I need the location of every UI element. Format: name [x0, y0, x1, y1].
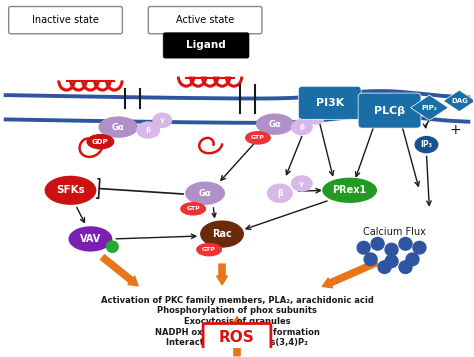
Circle shape — [371, 237, 384, 250]
Text: ROS: ROS — [219, 330, 255, 345]
Text: Phosphorylation of phox subunits: Phosphorylation of phox subunits — [157, 306, 317, 315]
Ellipse shape — [245, 131, 271, 145]
Polygon shape — [443, 90, 474, 111]
Circle shape — [399, 261, 412, 273]
Ellipse shape — [180, 202, 206, 216]
Ellipse shape — [152, 112, 172, 128]
FancyBboxPatch shape — [298, 86, 361, 119]
FancyBboxPatch shape — [203, 323, 271, 351]
Ellipse shape — [69, 226, 112, 252]
Circle shape — [385, 255, 398, 268]
FancyBboxPatch shape — [358, 93, 421, 128]
Text: Activation of PKC family members, PLA₂, arachidonic acid: Activation of PKC family members, PLA₂, … — [100, 296, 374, 305]
Text: Active state: Active state — [176, 15, 234, 25]
Text: IP₃: IP₃ — [420, 140, 432, 149]
Text: NADPH oxidase complex formation: NADPH oxidase complex formation — [155, 328, 319, 337]
Text: PI3K: PI3K — [316, 98, 344, 108]
Circle shape — [378, 261, 391, 273]
Circle shape — [406, 253, 419, 266]
Text: +: + — [449, 123, 461, 137]
Text: Gα: Gα — [112, 122, 125, 132]
FancyBboxPatch shape — [148, 6, 262, 34]
Ellipse shape — [256, 114, 294, 135]
Circle shape — [364, 253, 377, 266]
Text: β: β — [146, 127, 151, 133]
Ellipse shape — [106, 240, 119, 253]
Circle shape — [413, 241, 426, 254]
Ellipse shape — [86, 134, 114, 150]
Ellipse shape — [306, 110, 325, 125]
Text: Gα: Gα — [199, 189, 211, 198]
Polygon shape — [410, 95, 448, 120]
Circle shape — [399, 237, 412, 250]
Ellipse shape — [267, 183, 293, 203]
Text: GTP: GTP — [202, 247, 216, 252]
Text: γ: γ — [160, 117, 164, 123]
Text: PRex1: PRex1 — [333, 185, 367, 195]
Circle shape — [385, 243, 398, 256]
Text: GDP: GDP — [92, 139, 109, 145]
Text: VAV: VAV — [80, 234, 101, 244]
Text: Interaction with PtdIns(3,4)P₂: Interaction with PtdIns(3,4)P₂ — [166, 338, 308, 347]
Ellipse shape — [196, 243, 222, 256]
Text: Ligand: Ligand — [186, 40, 226, 50]
Ellipse shape — [99, 116, 138, 138]
Ellipse shape — [45, 176, 96, 205]
Text: SFKs: SFKs — [56, 185, 85, 195]
Text: Calcium Flux: Calcium Flux — [363, 227, 426, 237]
Text: Rac: Rac — [212, 229, 232, 239]
Text: β: β — [299, 124, 304, 130]
Ellipse shape — [185, 182, 225, 205]
Ellipse shape — [322, 178, 377, 203]
Text: PLCβ: PLCβ — [374, 106, 405, 116]
Text: Inactive state: Inactive state — [32, 15, 99, 25]
Ellipse shape — [291, 175, 313, 192]
Ellipse shape — [291, 119, 313, 135]
Text: GTP: GTP — [251, 135, 265, 140]
Circle shape — [357, 241, 370, 254]
Text: β: β — [277, 189, 283, 198]
Text: GTP: GTP — [186, 206, 200, 211]
Text: DAG: DAG — [451, 98, 468, 104]
Text: PIP₂: PIP₂ — [421, 105, 438, 111]
Ellipse shape — [200, 221, 244, 248]
Text: Exocytosis of granules: Exocytosis of granules — [184, 317, 290, 326]
Text: Gα: Gα — [269, 120, 281, 129]
FancyBboxPatch shape — [9, 6, 122, 34]
Ellipse shape — [414, 136, 438, 154]
Ellipse shape — [137, 121, 160, 139]
Text: γ: γ — [313, 114, 318, 120]
FancyBboxPatch shape — [163, 33, 249, 58]
Text: γ: γ — [300, 181, 304, 186]
